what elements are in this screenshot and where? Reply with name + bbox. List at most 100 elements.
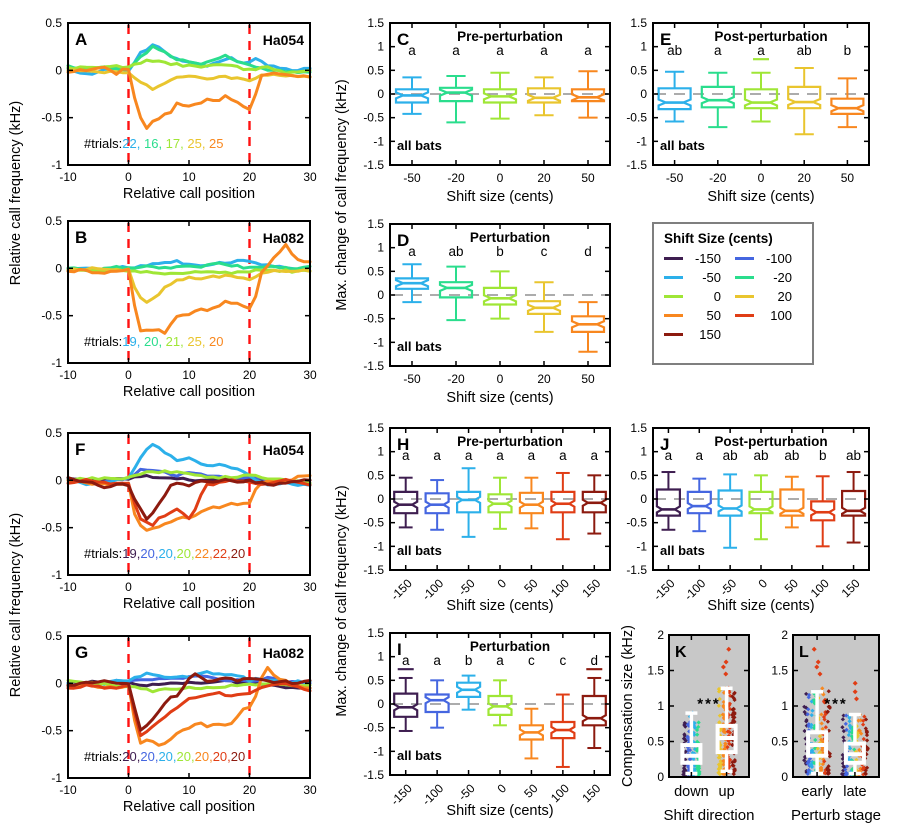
svg-text:-50: -50 xyxy=(666,171,684,185)
svg-text:0: 0 xyxy=(781,770,788,784)
legend-swatch--50 xyxy=(664,276,683,279)
svg-text:150: 150 xyxy=(579,576,603,600)
svg-text:-1.5: -1.5 xyxy=(363,359,384,373)
svg-text:0: 0 xyxy=(377,492,384,506)
svg-text:Ha082: Ha082 xyxy=(263,645,304,661)
legend-swatch-0 xyxy=(664,295,683,298)
svg-text:a: a xyxy=(465,448,473,463)
svg-text:0.5: 0.5 xyxy=(45,214,62,228)
svg-text:-1: -1 xyxy=(51,568,62,582)
panel-L-scatter-box: *** L 0 0.5 1 1.5 2 early late Perturb stage xyxy=(771,628,881,824)
svg-text:Relative call position: Relative call position xyxy=(123,596,255,612)
svg-text:0: 0 xyxy=(125,368,132,382)
svg-text:10: 10 xyxy=(182,368,196,382)
svg-text:ab: ab xyxy=(448,244,463,259)
svg-text:1: 1 xyxy=(377,445,384,459)
svg-text:0.5: 0.5 xyxy=(630,63,647,77)
svg-text:-0.5: -0.5 xyxy=(363,111,384,125)
svg-text:a: a xyxy=(496,43,504,58)
svg-text:0: 0 xyxy=(55,473,62,487)
svg-text:-10: -10 xyxy=(59,170,77,184)
panel-D-box-plot: a ab b c d D Perturbation all bats 1.5 1 0.5 0 -0.5 -… xyxy=(363,217,611,406)
svg-text:20: 20 xyxy=(243,783,257,797)
svg-text:0: 0 xyxy=(55,676,62,690)
svg-text:L: L xyxy=(799,644,809,661)
legend-swatch--150 xyxy=(664,257,683,260)
svg-text:0: 0 xyxy=(497,171,504,185)
y-axis-label-relative-call-frequency-fg: Relative call frequency (kHz) xyxy=(8,512,24,698)
svg-text:-0.5: -0.5 xyxy=(626,111,647,125)
svg-text:-10: -10 xyxy=(59,580,77,594)
svg-text:B: B xyxy=(75,228,87,247)
svg-text:I: I xyxy=(397,640,402,659)
legend-entry--50: -50 xyxy=(664,270,735,285)
svg-text:2: 2 xyxy=(657,628,664,642)
svg-text:all bats: all bats xyxy=(397,339,442,354)
legend-entry-150: 150 xyxy=(664,327,735,342)
svg-text:down: down xyxy=(674,784,709,800)
svg-text:a: a xyxy=(696,448,704,463)
svg-text:0.5: 0.5 xyxy=(771,735,788,749)
svg-text:***: *** xyxy=(824,696,848,713)
legend-label: 100 xyxy=(770,308,792,323)
svg-text:up: up xyxy=(719,784,735,800)
svg-text:a: a xyxy=(528,448,536,463)
y-axis-label-max-change-cd: Max. change of call frequency (kHz) xyxy=(334,79,350,311)
panel-I-box-plot: a a b a c c d I Perturbation all bats 1.5 1 0.5 0 -0.5… xyxy=(363,626,611,819)
svg-text:Perturbation: Perturbation xyxy=(470,230,550,245)
svg-text:1: 1 xyxy=(640,445,647,459)
svg-text:C: C xyxy=(397,30,409,49)
svg-text:-50: -50 xyxy=(456,576,478,598)
panel-F-line-chart: F Ha054#trials:19,20,20,20,22,22,20-10 0 10… xyxy=(41,426,317,612)
legend-swatch-50 xyxy=(664,314,683,317)
svg-text:0: 0 xyxy=(494,781,509,796)
svg-text:20: 20 xyxy=(798,171,812,185)
svg-text:0.5: 0.5 xyxy=(367,264,384,278)
svg-text:0: 0 xyxy=(55,261,62,275)
panel-K-scatter-box: *** K 0 0.5 1 1.5 2 down up Shift direction xyxy=(647,628,754,824)
svg-text:-0.5: -0.5 xyxy=(41,521,62,535)
svg-text:0: 0 xyxy=(377,697,384,711)
legend-swatch-20 xyxy=(735,295,754,298)
svg-text:-20: -20 xyxy=(447,372,465,386)
svg-text:-1.5: -1.5 xyxy=(363,563,384,577)
legend-label: 0 xyxy=(713,289,721,304)
svg-text:1.5: 1.5 xyxy=(367,626,384,640)
svg-text:ab: ab xyxy=(667,43,682,58)
svg-text:Shift size (cents): Shift size (cents) xyxy=(707,598,814,614)
svg-text:b: b xyxy=(465,653,473,668)
svg-text:0.5: 0.5 xyxy=(647,735,664,749)
svg-text:-0.5: -0.5 xyxy=(363,721,384,735)
legend-entry-50: 50 xyxy=(664,308,735,323)
svg-text:A: A xyxy=(75,30,87,49)
svg-text:-150: -150 xyxy=(651,576,678,603)
svg-text:0: 0 xyxy=(640,492,647,506)
svg-text:30: 30 xyxy=(303,368,317,382)
svg-text:30: 30 xyxy=(303,580,317,594)
svg-text:a: a xyxy=(714,43,722,58)
svg-text:1.5: 1.5 xyxy=(771,664,788,678)
svg-text:0: 0 xyxy=(657,770,664,784)
svg-text:Relative call position: Relative call position xyxy=(123,186,255,202)
series-shift-0 xyxy=(66,469,312,485)
svg-text:50: 50 xyxy=(782,576,802,596)
svg-text:-0.5: -0.5 xyxy=(41,724,62,738)
legend-entry--100: -100 xyxy=(735,251,806,266)
svg-text:b: b xyxy=(496,244,504,259)
svg-text:50: 50 xyxy=(581,171,595,185)
svg-text:b: b xyxy=(819,448,827,463)
legend-entry-0: 0 xyxy=(664,289,735,304)
svg-text:0: 0 xyxy=(377,87,384,101)
legend-shift-size: Shift Size (cents) -150 -100 -50 -20 0 20 50 10… xyxy=(652,222,814,365)
svg-text:#trials:22, 16, 17, 25, 25: #trials:22, 16, 17, 25, 25 xyxy=(84,136,224,151)
svg-text:-1.5: -1.5 xyxy=(626,158,647,172)
legend-label: 150 xyxy=(699,327,721,342)
svg-text:a: a xyxy=(559,448,567,463)
svg-text:0: 0 xyxy=(497,372,504,386)
y-axis-label-max-change-hi: Max. change of call frequency (kHz) xyxy=(334,485,350,717)
svg-text:0: 0 xyxy=(125,783,132,797)
svg-text:c: c xyxy=(541,244,548,259)
svg-text:#trials:20,20,20,20,20,20,20: #trials:20,20,20,20,20,20,20 xyxy=(84,749,245,764)
panel-E-box-plot: ab a a ab b E Post-perturbation all bats 1.5 1 0.5… xyxy=(626,16,870,205)
svg-text:1: 1 xyxy=(377,40,384,54)
